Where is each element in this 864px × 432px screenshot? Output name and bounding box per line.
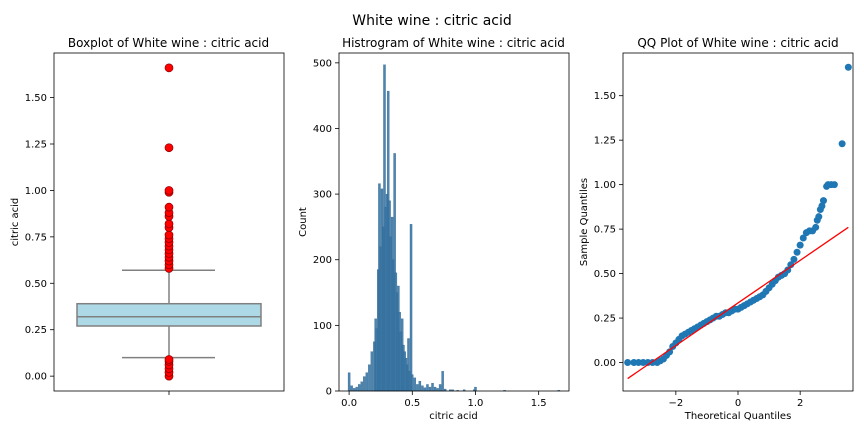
histogram-bar (365, 372, 369, 392)
histogram-bar (360, 381, 363, 392)
boxplot-y-tick-label: 0.75 (25, 232, 47, 243)
boxplot-outlier (164, 63, 174, 73)
qq-point (624, 359, 632, 367)
boxplot-outlier (164, 143, 174, 153)
histogram-bar (363, 376, 366, 392)
qq-x-tick-label: 2 (797, 398, 803, 409)
histogram-bar (474, 386, 477, 392)
qq-x-axis-label: Theoretical Quantiles (684, 411, 792, 422)
histogram-y-tick-label: 300 (313, 190, 332, 201)
qq-y-tick-label: 0.25 (594, 314, 616, 325)
qq-y-tick-label: 1.25 (594, 136, 616, 147)
histogram-y-tick-label: 0 (326, 387, 332, 398)
qq-y-axis-label: Sample Quantiles (579, 178, 590, 266)
histogram-bar (441, 371, 444, 392)
qq-point (819, 197, 827, 205)
histogram-plot-area: 0 100 200 300 400 500 0.0 0.5 1.0 1.5 (313, 58, 561, 409)
histogram-y-tick-label: 100 (313, 321, 332, 332)
histogram-bar (355, 386, 358, 392)
histogram-y-tick-label: 200 (313, 255, 332, 266)
boxplot-panel: Boxplot of White wine : citric acid citr… (10, 36, 285, 395)
histogram-x-tick-label: 1.5 (531, 398, 547, 409)
histogram-x-axis-label: citric acid (429, 411, 478, 422)
histogram-bar (433, 386, 437, 392)
qq-point (812, 223, 820, 231)
histogram-bar (358, 384, 361, 392)
boxplot-outlier (164, 219, 174, 229)
qq-point (838, 140, 846, 148)
qq-point (666, 348, 674, 356)
figure-title: White wine : citric acid (352, 13, 512, 29)
qq-title: QQ Plot of White wine : citric acid (637, 36, 838, 50)
qq-point (799, 234, 807, 242)
histogram-bar (438, 384, 442, 392)
histogram-panel: Histrogram of White wine : citric acid C… (298, 36, 570, 422)
boxplot-outlier (164, 230, 174, 240)
histogram-bar (368, 364, 371, 392)
histogram-bar (347, 372, 351, 392)
boxplot-title: Boxplot of White wine : citric acid (68, 36, 269, 50)
histogram-bar (431, 382, 434, 392)
histogram-x-tick-label: 0.5 (404, 398, 420, 409)
qq-point (796, 241, 804, 249)
histogram-x-tick-label: 1.0 (468, 398, 484, 409)
boxplot-y-tick-label: 0.50 (25, 279, 47, 290)
histogram-y-tick-label: 500 (313, 58, 332, 69)
boxplot-y-tick-label: 1.50 (25, 93, 47, 104)
boxplot-box (76, 302, 262, 327)
qq-y-tick-label: 0.50 (594, 269, 616, 280)
qq-point (790, 255, 798, 263)
qq-plot-area: 0.00 0.25 0.50 0.75 1.00 1.25 1.50 −2 0 2 (594, 63, 852, 409)
qq-point (844, 63, 852, 71)
qq-fit-line (627, 226, 849, 380)
histogram-bar (409, 224, 413, 392)
histogram-bar (428, 386, 432, 392)
qq-frame (622, 52, 854, 392)
qq-point (793, 248, 801, 256)
qq-point (818, 202, 826, 210)
histogram-title: Histrogram of White wine : citric acid (342, 36, 565, 50)
boxplot-y-tick-label: 0.25 (25, 325, 47, 336)
histogram-bar (416, 384, 419, 392)
histogram-bar (423, 387, 427, 392)
histogram-x-tick-label: 0.0 (341, 398, 357, 409)
qq-point (815, 213, 823, 221)
qq-x-tick-label: 0 (735, 398, 741, 409)
qq-y-tick-label: 1.50 (594, 91, 616, 102)
histogram-frame (338, 52, 570, 392)
boxplot-plot-area: 0.00 0.25 0.50 0.75 1.00 1.25 1.50 (25, 63, 262, 395)
qq-point (787, 261, 795, 269)
boxplot-outlier (164, 355, 174, 364)
histogram-bar (411, 374, 414, 392)
boxplot-outlier (164, 186, 174, 195)
histogram-bar (426, 384, 429, 392)
histogram-bar (413, 377, 417, 392)
histogram-bar (418, 381, 422, 392)
histogram-bar (421, 385, 424, 392)
boxplot-y-axis-label: citric acid (10, 198, 21, 247)
histogram-bar (370, 351, 374, 392)
histogram-y-tick-label: 400 (313, 124, 332, 135)
boxplot-outlier (164, 202, 174, 212)
qq-panel: QQ Plot of White wine : citric acid Samp… (579, 36, 854, 422)
boxplot-y-tick-label: 1.00 (25, 186, 47, 197)
boxplot-y-tick-label: 1.25 (25, 140, 47, 151)
qq-point (830, 181, 838, 189)
histogram-y-axis-label: Count (298, 207, 309, 237)
qq-x-tick-label: −2 (668, 398, 683, 409)
boxplot-frame (53, 52, 285, 392)
qq-y-tick-label: 0.75 (594, 225, 616, 236)
qq-y-tick-label: 0.00 (594, 358, 616, 369)
qq-y-tick-label: 1.00 (594, 180, 616, 191)
boxplot-y-tick-label: 0.00 (25, 372, 47, 383)
histogram-bar (350, 385, 353, 392)
